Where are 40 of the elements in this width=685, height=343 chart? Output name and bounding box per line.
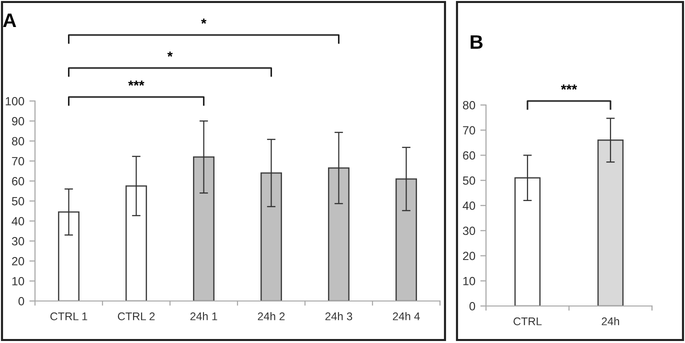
bar (58, 211, 80, 301)
y-tick-label: 50 (12, 197, 24, 206)
y-tick-label: 20 (12, 257, 24, 266)
y-tick-label: 0 (469, 302, 476, 310)
y-tick-label: 80 (12, 137, 24, 146)
text: * (167, 52, 173, 57)
y-tick-label: 20 (463, 252, 476, 260)
y-tick-label: 40 (12, 217, 24, 226)
y-tick-label: 90 (12, 117, 24, 126)
chart-title: A (3, 14, 16, 27)
y-tick-label: 100 (6, 97, 24, 106)
y-tick-label: 40 (462, 202, 476, 210)
bar (260, 172, 282, 301)
x-tick-label: CTRL (514, 317, 542, 326)
x-tick-label: 24h (602, 317, 620, 326)
chart-title: B (470, 35, 483, 49)
y-tick-label: 60 (463, 151, 476, 160)
y-tick-label: 0 (18, 297, 24, 306)
x-tick-label: 24h 3 (325, 312, 352, 320)
x-tick-label: 24h 1 (190, 312, 218, 320)
text: *** (560, 84, 578, 90)
x-tick-label: CTRL 1 (50, 312, 88, 320)
y-tick-label: 70 (463, 126, 476, 135)
y-tick-label: 60 (12, 177, 24, 186)
bar (396, 178, 417, 301)
y-tick-label: 80 (462, 101, 476, 110)
y-tick-label: 50 (462, 176, 476, 185)
text: *** (128, 80, 144, 86)
x-tick-label: CTRL 2 (118, 312, 155, 320)
y-tick-label: 30 (12, 237, 24, 246)
y-tick-label: 70 (12, 157, 24, 166)
x-tick-label: 24h 2 (258, 312, 285, 320)
text: * (201, 18, 206, 24)
y-tick-label: 10 (12, 277, 24, 286)
bar (193, 156, 214, 301)
bar (328, 167, 350, 301)
y-tick-label: 10 (463, 276, 476, 286)
y-tick-label: 30 (462, 226, 476, 236)
x-tick-label: 24h 4 (392, 312, 420, 320)
bar (126, 185, 147, 301)
